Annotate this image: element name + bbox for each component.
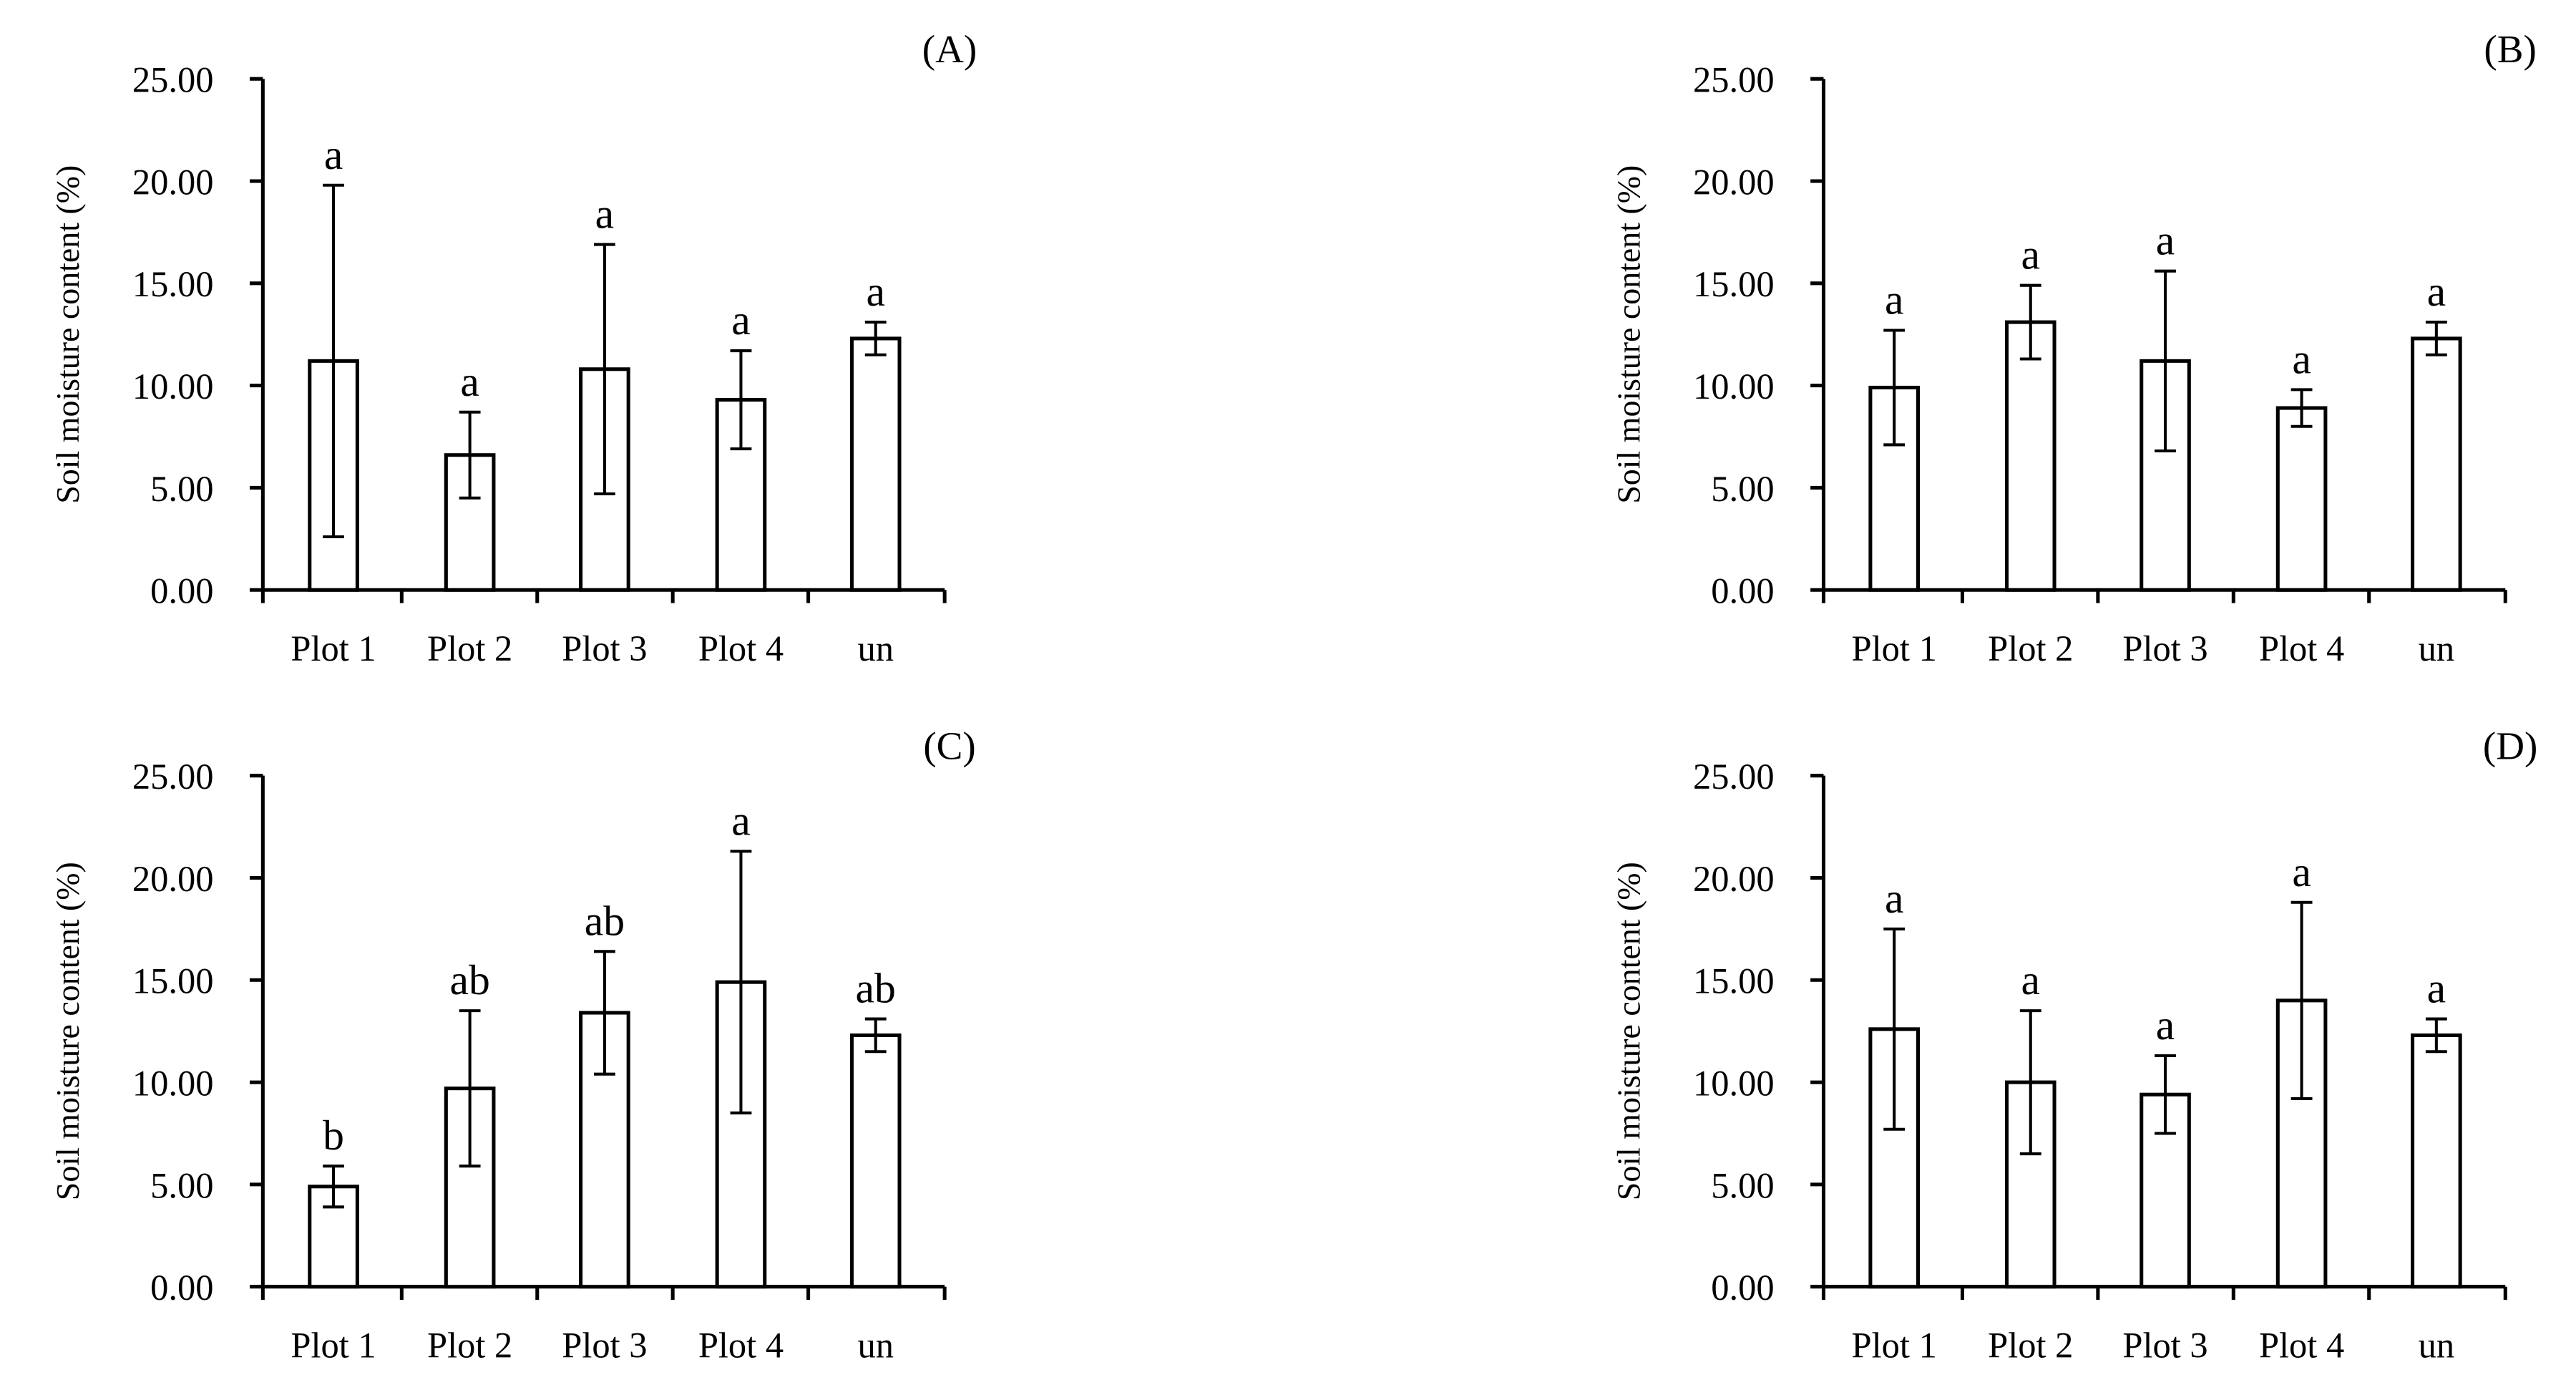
significance-letter: a: [2292, 335, 2311, 382]
significance-letter: a: [731, 296, 751, 344]
significance-letter: a: [2292, 848, 2311, 895]
y-tick-label: 10.00: [1693, 366, 1775, 407]
panel-a: (A) Soil moisture content (%) 0.00 5.00 10.0…: [49, 27, 977, 669]
y-tick-label: 25.00: [132, 60, 214, 100]
x-tick-label: Plot 1: [291, 628, 376, 669]
y-tick-label: 25.00: [1693, 757, 1775, 797]
significance-letter: a: [866, 268, 885, 315]
significance-letter: a: [324, 131, 343, 178]
y-tick-label: 15.00: [132, 961, 214, 1001]
significance-letter: a: [731, 797, 751, 844]
x-tick-label: Plot 2: [427, 628, 512, 669]
panel-title: (A): [922, 27, 977, 71]
bar: [2411, 336, 2462, 592]
x-tick-label: Plot 1: [1852, 628, 1937, 669]
significance-letter: b: [323, 1112, 344, 1159]
bar: [1868, 1027, 1921, 1289]
significance-letter: a: [2021, 231, 2041, 278]
y-axis-label: Soil moisture content (%): [1610, 165, 1646, 504]
significance-letter: a: [460, 358, 479, 405]
y-tick-label: 20.00: [1693, 162, 1775, 202]
x-tick-label: un: [857, 1325, 894, 1365]
x-tick-label: Plot 4: [2259, 628, 2344, 669]
panel-b: (B) Soil moisture content (%) 0.00 5.00 10.0…: [1610, 27, 2537, 669]
y-tick-label: 10.00: [132, 366, 214, 407]
y-tick-label: 25.00: [1693, 60, 1775, 100]
x-tick-label: Plot 3: [2122, 1325, 2207, 1365]
bar: [444, 453, 496, 592]
x-tick-label: Plot 2: [1988, 628, 2073, 669]
y-tick-label: 25.00: [132, 757, 214, 797]
x-tick-label: Plot 3: [562, 628, 647, 669]
significance-letter: ab: [585, 897, 625, 944]
significance-letter: a: [2156, 217, 2175, 264]
y-axis-label: Soil moisture content (%): [49, 862, 86, 1200]
x-tick-label: Plot 1: [291, 1325, 376, 1365]
x-tick-label: Plot 4: [2259, 1325, 2344, 1365]
y-axis-label: Soil moisture content (%): [49, 165, 86, 504]
panel-d: (D) Soil moisture content (%) 0.00 5.00 10.0…: [1610, 724, 2537, 1366]
significance-letter: a: [595, 190, 615, 238]
y-tick-label: 0.00: [150, 571, 213, 611]
x-tick-label: un: [2419, 1325, 2455, 1365]
y-tick-label: 0.00: [1711, 1268, 1774, 1308]
significance-letter: ab: [856, 965, 896, 1012]
panel-c: (C) Soil moisture content (%) 0.00 5.00 10.0…: [49, 724, 976, 1366]
y-tick-label: 5.00: [150, 469, 213, 509]
significance-letter: a: [2427, 268, 2446, 315]
x-tick-label: Plot 4: [698, 1325, 784, 1365]
y-tick-label: 5.00: [150, 1165, 213, 1205]
x-tick-label: Plot 2: [427, 1325, 512, 1365]
bar: [2004, 320, 2057, 592]
y-tick-label: 20.00: [132, 162, 214, 202]
bar: [2275, 406, 2328, 592]
y-tick-label: 5.00: [1711, 469, 1774, 509]
significance-letter: a: [2427, 965, 2446, 1012]
y-tick-label: 15.00: [1693, 264, 1775, 304]
y-tick-label: 10.00: [1693, 1063, 1775, 1103]
bar: [849, 336, 902, 592]
y-tick-label: 0.00: [150, 1268, 213, 1308]
y-tick-label: 20.00: [132, 859, 214, 899]
y-tick-label: 20.00: [1693, 859, 1775, 899]
x-tick-label: Plot 4: [698, 628, 784, 669]
panel-title: (D): [2483, 724, 2537, 768]
significance-letter: a: [2156, 1001, 2175, 1049]
x-tick-label: Plot 1: [1852, 1325, 1937, 1365]
panel-title: (B): [2484, 27, 2536, 71]
y-tick-label: 10.00: [132, 1063, 214, 1103]
panel-title: (C): [923, 724, 975, 768]
x-tick-label: Plot 3: [562, 1325, 647, 1365]
y-tick-label: 5.00: [1711, 1165, 1774, 1205]
y-tick-label: 0.00: [1711, 571, 1774, 611]
y-tick-label: 15.00: [1693, 961, 1775, 1001]
x-tick-label: Plot 2: [1988, 1325, 2073, 1365]
x-tick-label: un: [2419, 628, 2455, 669]
significance-letter: a: [1885, 875, 1904, 922]
bar: [849, 1033, 902, 1289]
y-tick-label: 15.00: [132, 264, 214, 304]
y-axis-label: Soil moisture content (%): [1610, 862, 1646, 1200]
x-tick-label: Plot 3: [2122, 628, 2207, 669]
bar: [2411, 1033, 2462, 1289]
significance-letter: ab: [449, 956, 489, 1003]
significance-letter: a: [1885, 276, 1904, 324]
x-tick-label: un: [857, 628, 894, 669]
significance-letter: a: [2021, 956, 2041, 1003]
